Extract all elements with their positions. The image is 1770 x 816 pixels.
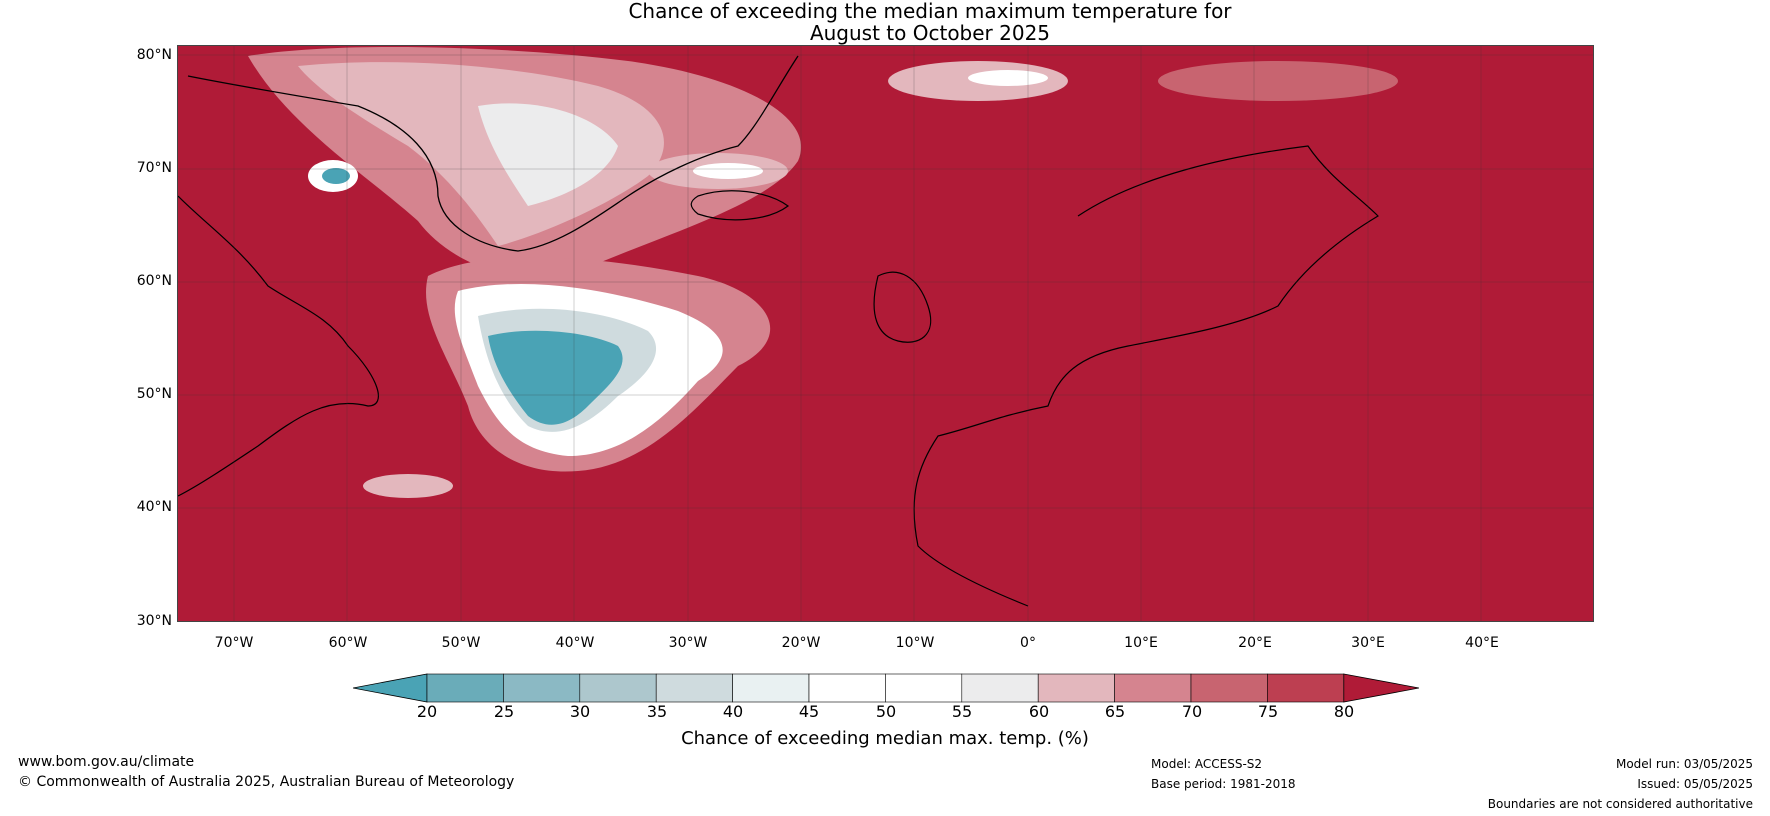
base-period-text: Base period: 1981-2018 — [1151, 777, 1296, 791]
map-title-line-2: August to October 2025 — [809, 21, 1051, 45]
lat-label: 40°N — [136, 499, 172, 515]
colorbar-tick: 45 — [798, 702, 820, 721]
colorbar-segment — [579, 673, 657, 703]
lat-label: 80°N — [136, 47, 172, 63]
colorbar-tick: 65 — [1104, 702, 1126, 721]
lon-label: 50°W — [441, 635, 481, 651]
colorbar-tick: 25 — [493, 702, 515, 721]
colorbar-segment — [1267, 673, 1345, 703]
lon-label: 20°E — [1238, 635, 1272, 651]
colorbar-segment — [426, 673, 504, 703]
svalbard-field — [968, 70, 1048, 86]
iceland-coastline — [690, 190, 790, 221]
colorbar-segment — [655, 673, 733, 703]
lon-label: 10°W — [895, 635, 935, 651]
british-isles-coastline — [873, 271, 932, 343]
lat-label: 50°N — [136, 386, 172, 402]
colorbar-segment — [1037, 673, 1115, 703]
north-america-coastline — [178, 195, 379, 497]
colorbar-tick: 55 — [951, 702, 973, 721]
colorbar-tick: 70 — [1181, 702, 1203, 721]
colorbar-low-arrow — [352, 673, 428, 703]
disclaimer-text: Boundaries are not considered authoritat… — [1487, 797, 1753, 811]
colorbar-tick: 20 — [416, 702, 438, 721]
colorbar-tick: 40 — [722, 702, 744, 721]
colorbar — [352, 672, 1420, 708]
greenland-interior-field — [298, 62, 664, 246]
lon-label: 40°E — [1465, 635, 1499, 651]
greenland-interior-field — [478, 103, 618, 206]
lon-label: 30°W — [668, 635, 708, 651]
iceland-field — [693, 163, 763, 179]
model-text: Model: ACCESS-S2 — [1151, 757, 1263, 771]
lon-label: 10°E — [1124, 635, 1158, 651]
colorbar-label: Chance of exceeding median max. temp. (%… — [681, 728, 1089, 749]
colorbar-high-arrow — [1343, 673, 1420, 703]
colorbar-segment — [503, 673, 581, 703]
arctic-east-field — [1158, 61, 1398, 101]
lat-label: 60°N — [136, 273, 172, 289]
model-run-text: Model run: 03/05/2025 — [1615, 757, 1753, 771]
lon-label: 40°W — [555, 635, 595, 651]
lon-label: 60°W — [328, 635, 368, 651]
website-link[interactable]: www.bom.gov.au/climate — [18, 754, 195, 770]
baffin-field — [322, 168, 350, 184]
colorbar-segment — [1114, 673, 1192, 703]
atlantic-field — [488, 330, 623, 425]
greenland-coastline — [187, 55, 799, 252]
colorbar-tick: 50 — [875, 702, 897, 721]
colorbar-segment — [732, 673, 810, 703]
colorbar-tick: 75 — [1257, 702, 1279, 721]
colorbar-segment — [1190, 673, 1268, 703]
map-field-layer — [178, 46, 1593, 621]
issued-text: Issued: 05/05/2025 — [1637, 777, 1753, 791]
lon-label: 70°W — [214, 635, 254, 651]
colorbar-tick: 30 — [569, 702, 591, 721]
newfoundland-field — [363, 474, 453, 498]
lon-label: 20°W — [781, 635, 821, 651]
colorbar-tick: 60 — [1028, 702, 1050, 721]
colorbar-graphic — [352, 673, 1420, 703]
colorbar-segment — [808, 673, 886, 703]
forecast-map — [177, 45, 1594, 622]
copyright-text: © Commonwealth of Australia 2025, Austra… — [18, 774, 515, 790]
lat-label: 30°N — [136, 613, 172, 629]
lon-label: 0° — [1020, 635, 1036, 651]
colorbar-tick: 35 — [646, 702, 668, 721]
map-title-line-1: Chance of exceeding the median maximum t… — [628, 0, 1232, 23]
europe-coastline — [913, 145, 1379, 607]
colorbar-segment — [961, 673, 1039, 703]
lat-label: 70°N — [136, 160, 172, 176]
colorbar-segment — [885, 673, 963, 703]
colorbar-tick: 80 — [1333, 702, 1355, 721]
lon-label: 30°E — [1351, 635, 1385, 651]
